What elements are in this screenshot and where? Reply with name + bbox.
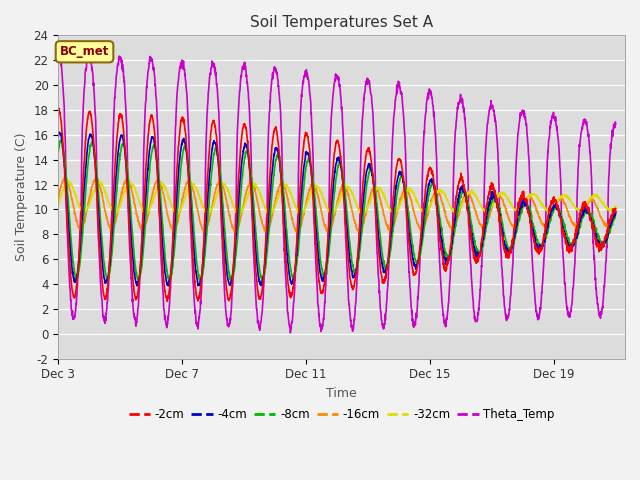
-32cm	[64, 178, 72, 184]
Theta_Temp	[366, 81, 374, 86]
-8cm	[197, 279, 205, 285]
-8cm	[54, 148, 62, 154]
-16cm	[563, 205, 571, 211]
-32cm	[612, 204, 620, 210]
-4cm	[354, 258, 362, 264]
-32cm	[563, 193, 571, 199]
-4cm	[55, 129, 63, 135]
Theta_Temp	[500, 293, 508, 299]
Line: -16cm: -16cm	[58, 178, 616, 232]
Y-axis label: Soil Temperature (C): Soil Temperature (C)	[15, 133, 28, 261]
-32cm	[54, 202, 62, 207]
X-axis label: Time: Time	[326, 387, 357, 400]
Line: Theta_Temp: Theta_Temp	[58, 53, 616, 333]
-2cm	[579, 203, 586, 208]
Line: -4cm: -4cm	[58, 132, 616, 286]
-2cm	[55, 106, 63, 111]
-8cm	[57, 137, 65, 143]
-16cm	[500, 200, 508, 205]
-4cm	[612, 209, 620, 215]
Theta_Temp	[54, 54, 62, 60]
Theta_Temp	[563, 306, 571, 312]
-32cm	[366, 201, 374, 206]
-2cm	[54, 106, 62, 112]
-8cm	[366, 168, 374, 174]
-32cm	[210, 202, 218, 208]
-16cm	[62, 175, 70, 180]
-32cm	[266, 212, 273, 217]
-8cm	[612, 210, 620, 216]
-8cm	[579, 216, 586, 221]
Title: Soil Temperatures Set A: Soil Temperatures Set A	[250, 15, 433, 30]
-16cm	[54, 196, 62, 202]
-4cm	[164, 283, 172, 289]
Theta_Temp	[210, 64, 218, 70]
Theta_Temp	[579, 126, 586, 132]
-4cm	[366, 163, 374, 169]
-2cm	[563, 242, 571, 248]
Line: -8cm: -8cm	[58, 140, 616, 282]
Line: -2cm: -2cm	[58, 108, 616, 301]
-4cm	[563, 240, 571, 246]
-32cm	[500, 190, 508, 196]
-2cm	[354, 256, 362, 262]
Legend: -2cm, -4cm, -8cm, -16cm, -32cm, Theta_Temp: -2cm, -4cm, -8cm, -16cm, -32cm, Theta_Te…	[124, 403, 559, 426]
-4cm	[579, 211, 586, 216]
Theta_Temp	[287, 330, 294, 336]
Theta_Temp	[354, 271, 362, 277]
-8cm	[354, 264, 362, 270]
-8cm	[500, 226, 508, 232]
-2cm	[211, 120, 218, 126]
-16cm	[264, 229, 271, 235]
Text: BC_met: BC_met	[60, 45, 109, 58]
-2cm	[612, 205, 620, 211]
-16cm	[366, 194, 374, 200]
-2cm	[500, 244, 508, 250]
Theta_Temp	[84, 50, 92, 56]
-16cm	[579, 214, 586, 219]
-8cm	[211, 151, 218, 157]
-32cm	[354, 204, 362, 209]
-16cm	[210, 194, 218, 200]
-4cm	[500, 238, 508, 244]
-4cm	[211, 140, 218, 146]
-4cm	[54, 133, 62, 139]
-8cm	[563, 231, 571, 237]
-32cm	[579, 206, 586, 212]
Theta_Temp	[612, 121, 620, 127]
-16cm	[612, 207, 620, 213]
Line: -32cm: -32cm	[58, 181, 616, 215]
-2cm	[163, 299, 171, 304]
-2cm	[366, 148, 374, 154]
-16cm	[354, 227, 362, 232]
